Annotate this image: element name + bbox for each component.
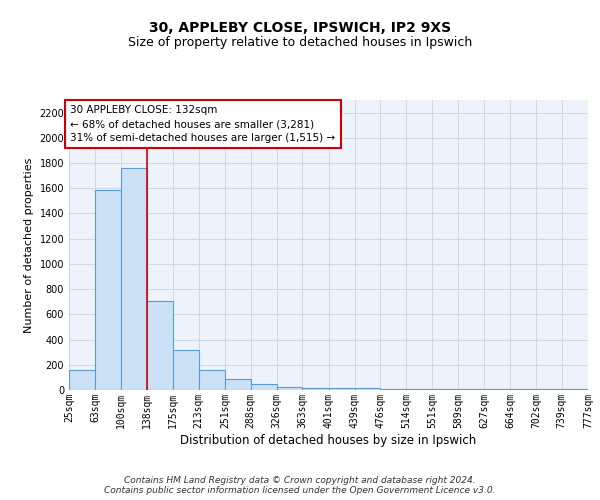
Bar — [432, 388, 458, 390]
Bar — [147, 301, 173, 390]
Bar — [251, 384, 277, 390]
Bar — [406, 388, 432, 390]
Bar — [484, 388, 510, 390]
Bar — [510, 388, 536, 390]
Text: Size of property relative to detached houses in Ipswich: Size of property relative to detached ho… — [128, 36, 472, 49]
Y-axis label: Number of detached properties: Number of detached properties — [24, 158, 34, 332]
Bar — [536, 388, 562, 390]
Bar — [329, 388, 355, 390]
Bar — [121, 168, 147, 390]
Bar — [355, 388, 380, 390]
Bar — [69, 370, 95, 390]
Text: Contains HM Land Registry data © Crown copyright and database right 2024.
Contai: Contains HM Land Registry data © Crown c… — [104, 476, 496, 495]
Bar — [302, 388, 329, 390]
Bar — [458, 388, 484, 390]
Bar — [173, 350, 199, 390]
Text: 30 APPLEBY CLOSE: 132sqm
← 68% of detached houses are smaller (3,281)
31% of sem: 30 APPLEBY CLOSE: 132sqm ← 68% of detach… — [70, 105, 335, 143]
X-axis label: Distribution of detached houses by size in Ipswich: Distribution of detached houses by size … — [181, 434, 476, 446]
Bar — [562, 388, 588, 390]
Bar — [199, 370, 225, 390]
Bar — [225, 380, 251, 390]
Bar — [95, 190, 121, 390]
Bar — [380, 388, 406, 390]
Bar — [277, 387, 302, 390]
Text: 30, APPLEBY CLOSE, IPSWICH, IP2 9XS: 30, APPLEBY CLOSE, IPSWICH, IP2 9XS — [149, 20, 451, 34]
